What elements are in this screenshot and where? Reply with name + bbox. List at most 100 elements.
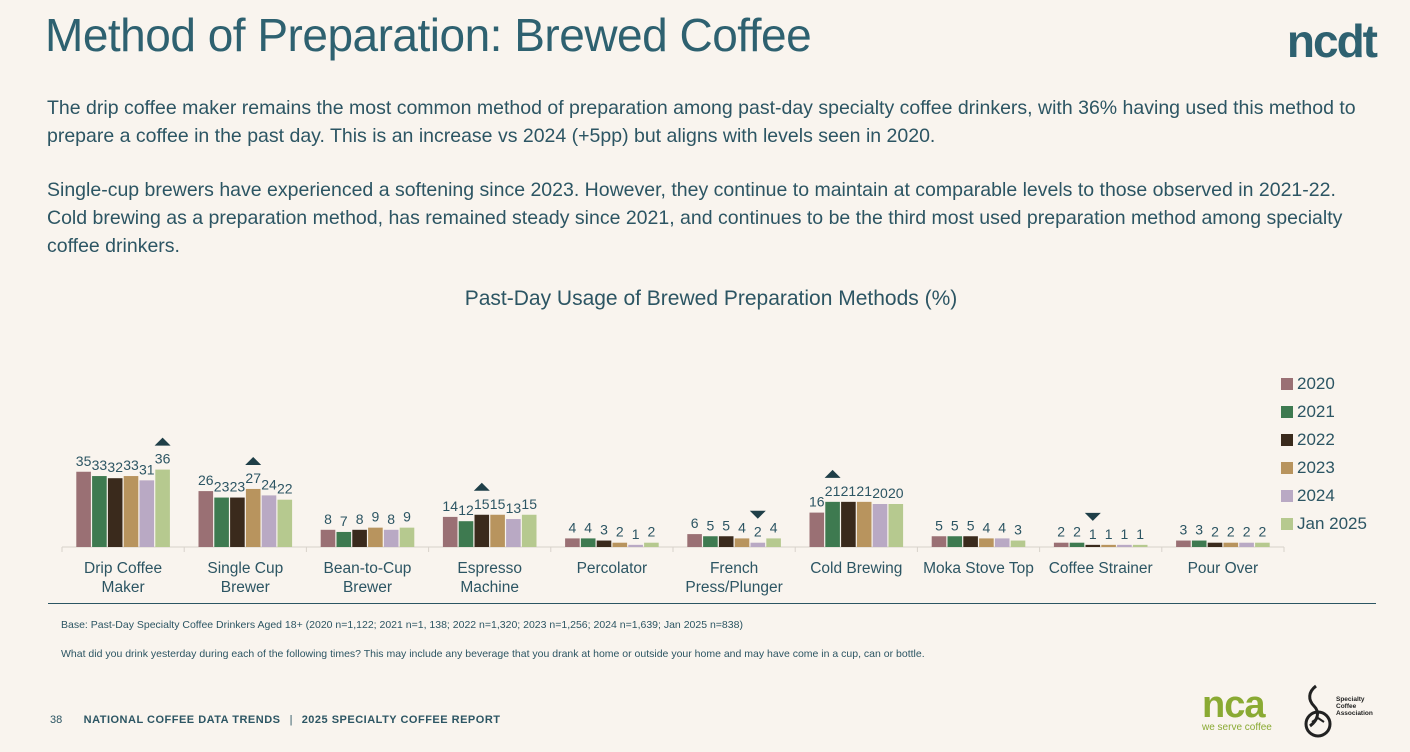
data-label: 12 — [458, 502, 474, 518]
data-label: 2 — [648, 524, 656, 540]
bar — [687, 534, 702, 547]
bar — [872, 504, 888, 547]
bar — [245, 488, 261, 547]
data-label: 21 — [841, 483, 857, 499]
bar — [718, 536, 734, 547]
bar — [979, 538, 994, 547]
data-label: 7 — [340, 513, 348, 529]
page-title: Method of Preparation: Brewed Coffee — [45, 9, 812, 61]
legend-label: 2024 — [1297, 486, 1335, 505]
bar — [336, 531, 352, 547]
data-label: 20 — [872, 485, 888, 501]
data-label: 2 — [1227, 524, 1235, 540]
legend-swatch — [1281, 490, 1293, 502]
category-label: Coffee Strainer — [1049, 560, 1153, 577]
report-name-left: NATIONAL COFFEE DATA TRENDS — [83, 714, 281, 726]
nca-logo: nca we serve coffee — [1202, 686, 1272, 733]
legend-label: 2023 — [1297, 458, 1335, 477]
bar — [277, 499, 293, 547]
category-label: Bean-to-Cup — [324, 560, 412, 577]
category-label: Drip Coffee — [84, 560, 162, 577]
bar — [947, 536, 963, 547]
data-label: 4 — [770, 519, 778, 535]
data-label: 5 — [935, 517, 943, 533]
bar — [1085, 544, 1101, 547]
bar — [580, 538, 596, 547]
data-label: 32 — [107, 459, 123, 475]
data-label: 23 — [214, 479, 230, 495]
bar — [521, 514, 537, 547]
chart-title: Past-Day Usage of Brewed Preparation Met… — [464, 287, 958, 310]
base-note: Base: Past-Day Specialty Coffee Drinkers… — [61, 619, 743, 631]
category-label: Press/Plunger — [685, 579, 782, 596]
sca-logo-text: Specialty Coffee Association — [1336, 696, 1373, 717]
legend-swatch — [1281, 462, 1293, 474]
data-label: 24 — [261, 476, 277, 492]
bar — [198, 491, 214, 547]
bar — [644, 542, 659, 547]
legend-item: 2022 — [1281, 426, 1367, 454]
data-label: 13 — [506, 500, 522, 516]
bar — [1239, 542, 1254, 547]
category-label: Moka Stove Top — [923, 560, 1034, 577]
bar — [474, 514, 490, 547]
bar — [442, 516, 458, 547]
data-label: 2 — [1243, 524, 1251, 540]
bar — [261, 495, 277, 547]
bar — [107, 478, 123, 547]
category-label: Machine — [460, 579, 519, 596]
page-number: 38 — [50, 714, 63, 726]
significant-increase-icon — [824, 469, 841, 478]
bar — [1132, 544, 1148, 547]
data-label: 3 — [1180, 522, 1188, 538]
significant-increase-icon — [473, 482, 490, 491]
bar — [931, 536, 947, 547]
legend-item: 2023 — [1281, 454, 1367, 482]
bar — [490, 514, 505, 547]
bar — [1117, 544, 1132, 547]
sca-logo-line: Association — [1336, 710, 1373, 717]
bar — [155, 469, 170, 547]
data-label: 2 — [616, 524, 624, 540]
bar — [1069, 542, 1085, 547]
bar — [1176, 540, 1191, 547]
footer: 38 NATIONAL COFFEE DATA TRENDS | 2025 SP… — [50, 714, 501, 726]
category-label: Espresso — [457, 560, 522, 577]
category-label: Cold Brewing — [810, 560, 902, 577]
data-label: 2 — [1057, 524, 1065, 540]
data-label: 9 — [403, 509, 411, 525]
significant-decrease-icon — [1084, 512, 1101, 521]
bar — [734, 538, 750, 547]
data-label: 2 — [1073, 524, 1081, 540]
intro-paragraph-2: Single-cup brewers have experienced a so… — [47, 179, 1343, 257]
legend-label: 2022 — [1297, 430, 1335, 449]
bar — [841, 501, 856, 547]
category-label: French — [710, 560, 758, 577]
bar — [703, 536, 718, 547]
chart-legend: 2020 2021 2022 2023 2024 Jan 2025 — [1281, 370, 1367, 538]
data-label: 23 — [230, 479, 246, 495]
bar — [856, 501, 872, 547]
data-label: 26 — [198, 472, 214, 488]
data-label: 21 — [825, 483, 841, 499]
data-label: 4 — [584, 519, 592, 535]
bar — [596, 540, 612, 547]
bar — [612, 542, 628, 547]
data-label: 3 — [1195, 522, 1203, 538]
legend-label: 2021 — [1297, 402, 1335, 421]
category-label: Brewer — [343, 579, 392, 596]
significant-decrease-icon — [749, 510, 766, 519]
sca-logo-line: Specialty — [1336, 696, 1365, 703]
data-label: 5 — [707, 517, 715, 533]
data-label: 15 — [474, 496, 490, 512]
footer-separator: | — [289, 714, 293, 726]
nca-tagline: we serve coffee — [1202, 722, 1272, 733]
bar — [766, 538, 781, 547]
data-label: 21 — [856, 483, 872, 499]
bar — [1191, 540, 1207, 547]
bar — [628, 544, 643, 547]
data-label: 9 — [372, 509, 380, 525]
legend-item: Jan 2025 — [1281, 510, 1367, 538]
bar — [1053, 542, 1069, 547]
